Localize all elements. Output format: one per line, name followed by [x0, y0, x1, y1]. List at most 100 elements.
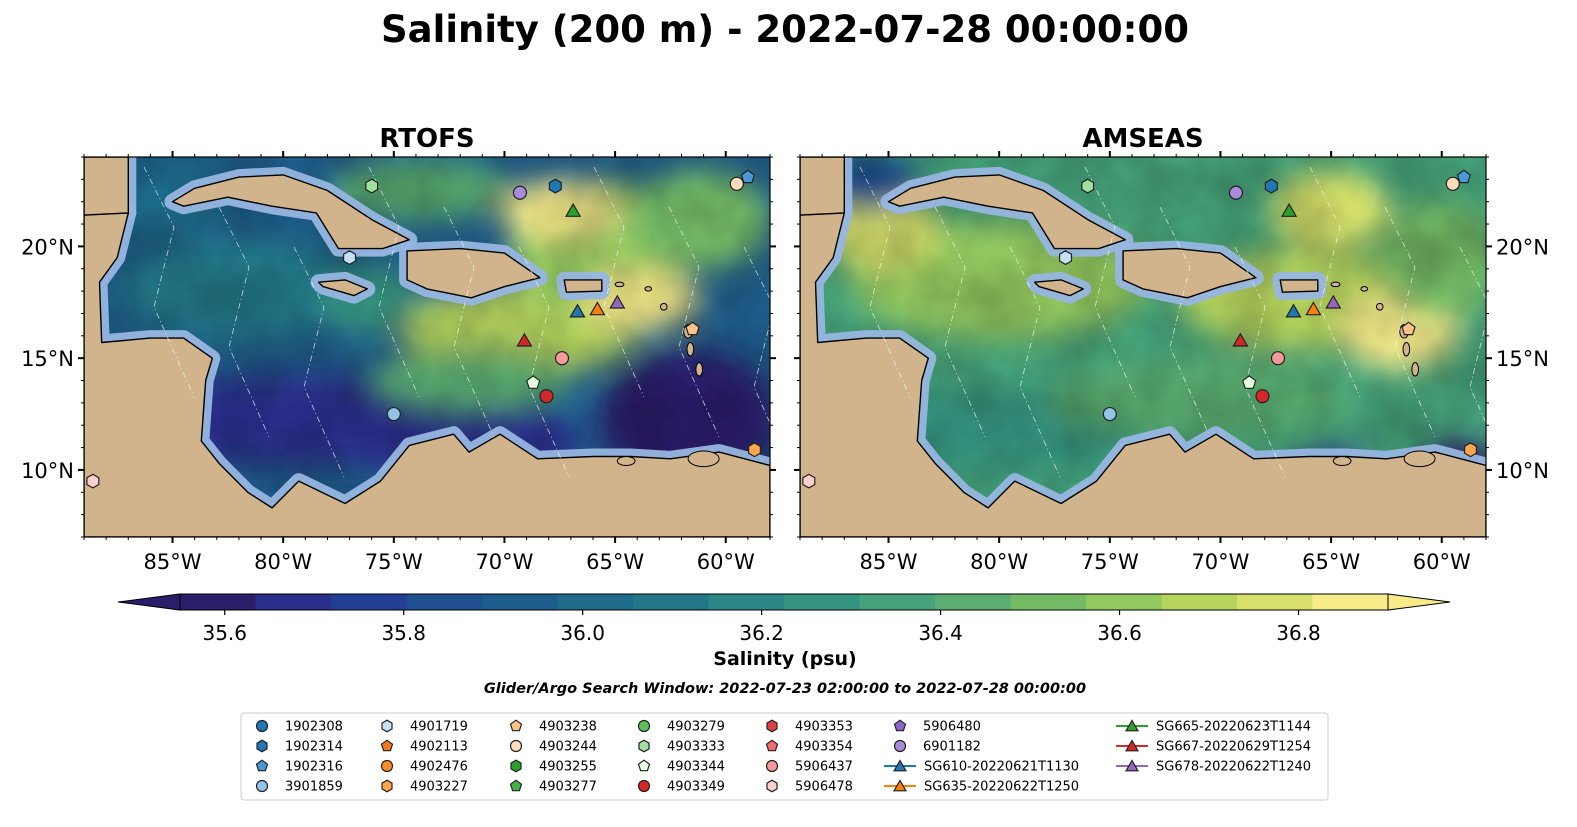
colorbar: 35.6 35.8 36.0 36.2 36.4 36.6 36.8 Salinity (p… — [117, 593, 1451, 670]
marker-sg665-20220623t1144 — [1280, 202, 1298, 217]
legend-label: 4903279 — [667, 720, 725, 735]
legend-item: 6901182 — [893, 739, 981, 755]
legend-item: 4903333 — [638, 739, 725, 755]
legend-label: 4903238 — [539, 720, 597, 735]
land — [84, 157, 770, 537]
legend-item: 4902113 — [380, 739, 468, 755]
colorbar-segment — [331, 594, 407, 610]
marker-4903333 — [365, 178, 379, 194]
colorbar-segment — [859, 594, 936, 610]
legend-marker — [765, 739, 779, 752]
legend-item: 1902316 — [255, 759, 343, 775]
colorbar-segment — [1086, 594, 1162, 610]
marker-4901719 — [1058, 250, 1073, 266]
legend-label: SG610-20220621T1130 — [924, 760, 1079, 775]
legend-item: 1902308 — [255, 719, 343, 735]
colorbar-extend-low — [117, 593, 181, 611]
colorbar-label: Salinity (psu) — [713, 648, 856, 670]
marker-4903244 — [729, 176, 744, 191]
lon-tick-label: 70°W — [475, 550, 533, 574]
marker-6901182 — [1228, 185, 1244, 200]
legend-marker — [255, 759, 269, 772]
legend-label: 5906480 — [923, 720, 981, 735]
legend-marker — [509, 719, 523, 732]
legend-item: 4903244 — [509, 739, 597, 755]
marker-4903349 — [1255, 389, 1270, 404]
marker-1902316 — [740, 169, 756, 184]
legend-label: 4901719 — [410, 720, 468, 735]
lon-tick-label: 65°W — [1302, 550, 1360, 574]
platform-marker — [1401, 321, 1416, 336]
lon-tick-label: 70°W — [1191, 550, 1249, 574]
marker-4903244 — [1445, 176, 1460, 191]
legend-marker — [255, 719, 269, 733]
colorbar-tick-label: 36.0 — [560, 621, 605, 645]
colorbar-tick-label: 35.8 — [381, 621, 426, 645]
map-panel-rtofs: RTOFS — [21, 124, 776, 574]
lon-tick-label: 85°W — [860, 550, 918, 574]
legend-label: SG678-20220622T1240 — [1156, 760, 1311, 775]
lon-tick-label: 65°W — [586, 550, 644, 574]
lon-tick-label: 60°W — [1413, 550, 1471, 574]
legend-label: 4902113 — [410, 740, 468, 755]
search-window-note: Glider/Argo Search Window: 2022-07-23 02… — [484, 681, 1086, 697]
marker-1902316 — [1456, 169, 1472, 184]
legend-marker — [638, 739, 650, 753]
colorbar-segment — [784, 594, 860, 610]
colorbar-segment — [633, 594, 709, 610]
legend-marker — [893, 719, 907, 732]
marker-sg610-20220621t1130 — [569, 303, 586, 318]
colorbar-tick-label: 36.4 — [918, 621, 963, 645]
lon-tick-label: 80°W — [970, 550, 1028, 574]
map-panel-amseas: AMSEAS — [794, 124, 1549, 574]
legend-marker — [256, 739, 268, 753]
legend-item: SG667-20220629T1254 — [1116, 739, 1311, 755]
marker-4903333 — [1081, 178, 1095, 194]
legend-item: 4903353 — [766, 720, 853, 735]
salinity-field — [84, 157, 770, 537]
platform-marker — [685, 321, 700, 336]
legend-item: 5906480 — [893, 719, 981, 735]
colorbar-segment — [255, 594, 332, 610]
legend-label: 5906478 — [795, 780, 853, 795]
legend-marker — [255, 779, 269, 793]
colorbar-tick-label: 36.2 — [739, 621, 784, 645]
legend-marker — [380, 759, 394, 773]
legend-label: 4903354 — [795, 740, 853, 755]
marker-sg678-20220622t1240 — [609, 294, 626, 309]
colorbar-tick-label: 36.6 — [1097, 621, 1142, 645]
legend-item: 4903227 — [381, 780, 468, 795]
marker-sg635-20220622t1250 — [1305, 301, 1322, 316]
legend-item: 5906478 — [766, 779, 853, 795]
marker-4901719 — [343, 250, 357, 266]
legend-item: 3901859 — [255, 779, 343, 795]
marker-sg667-20220629t1254 — [1232, 332, 1249, 347]
legend-marker — [510, 759, 522, 773]
lon-tick-label: 60°W — [697, 550, 755, 574]
colorbar-segment — [1312, 594, 1389, 610]
colorbar-tick-label: 35.6 — [202, 621, 247, 645]
lat-tick-label: 20°N — [1496, 235, 1549, 259]
map-ticks: 85°W 80°W 75°W 70°W 65°W 60°W 10°N 15°N 20°N — [21, 151, 776, 574]
marker-4903349 — [539, 389, 554, 404]
legend-item: SG610-20220621T1130 — [884, 759, 1079, 775]
platform-marker — [548, 178, 562, 194]
legend-item: 4901719 — [381, 720, 468, 735]
lat-tick-label: 20°N — [21, 235, 74, 259]
legend-label: 1902308 — [285, 720, 343, 735]
legend-label: 4902476 — [410, 760, 468, 775]
legend-marker — [766, 779, 778, 793]
land — [800, 157, 1486, 537]
platform-legend: 1902308 1902314 1902316 3901859 4901719 49021… — [240, 712, 1329, 801]
lon-tick-label: 85°W — [144, 550, 202, 574]
legend-marker — [637, 759, 651, 772]
legend-item: 4903349 — [637, 780, 725, 795]
marker-sg665-20220623t1144 — [564, 202, 582, 217]
legend-item: 4903277 — [509, 779, 597, 795]
legend-marker — [509, 739, 523, 753]
legend-marker — [893, 739, 907, 753]
lat-tick-label: 10°N — [21, 459, 74, 483]
marker-sg678-20220622t1240 — [1325, 294, 1342, 309]
panel-title: AMSEAS — [1082, 124, 1203, 154]
